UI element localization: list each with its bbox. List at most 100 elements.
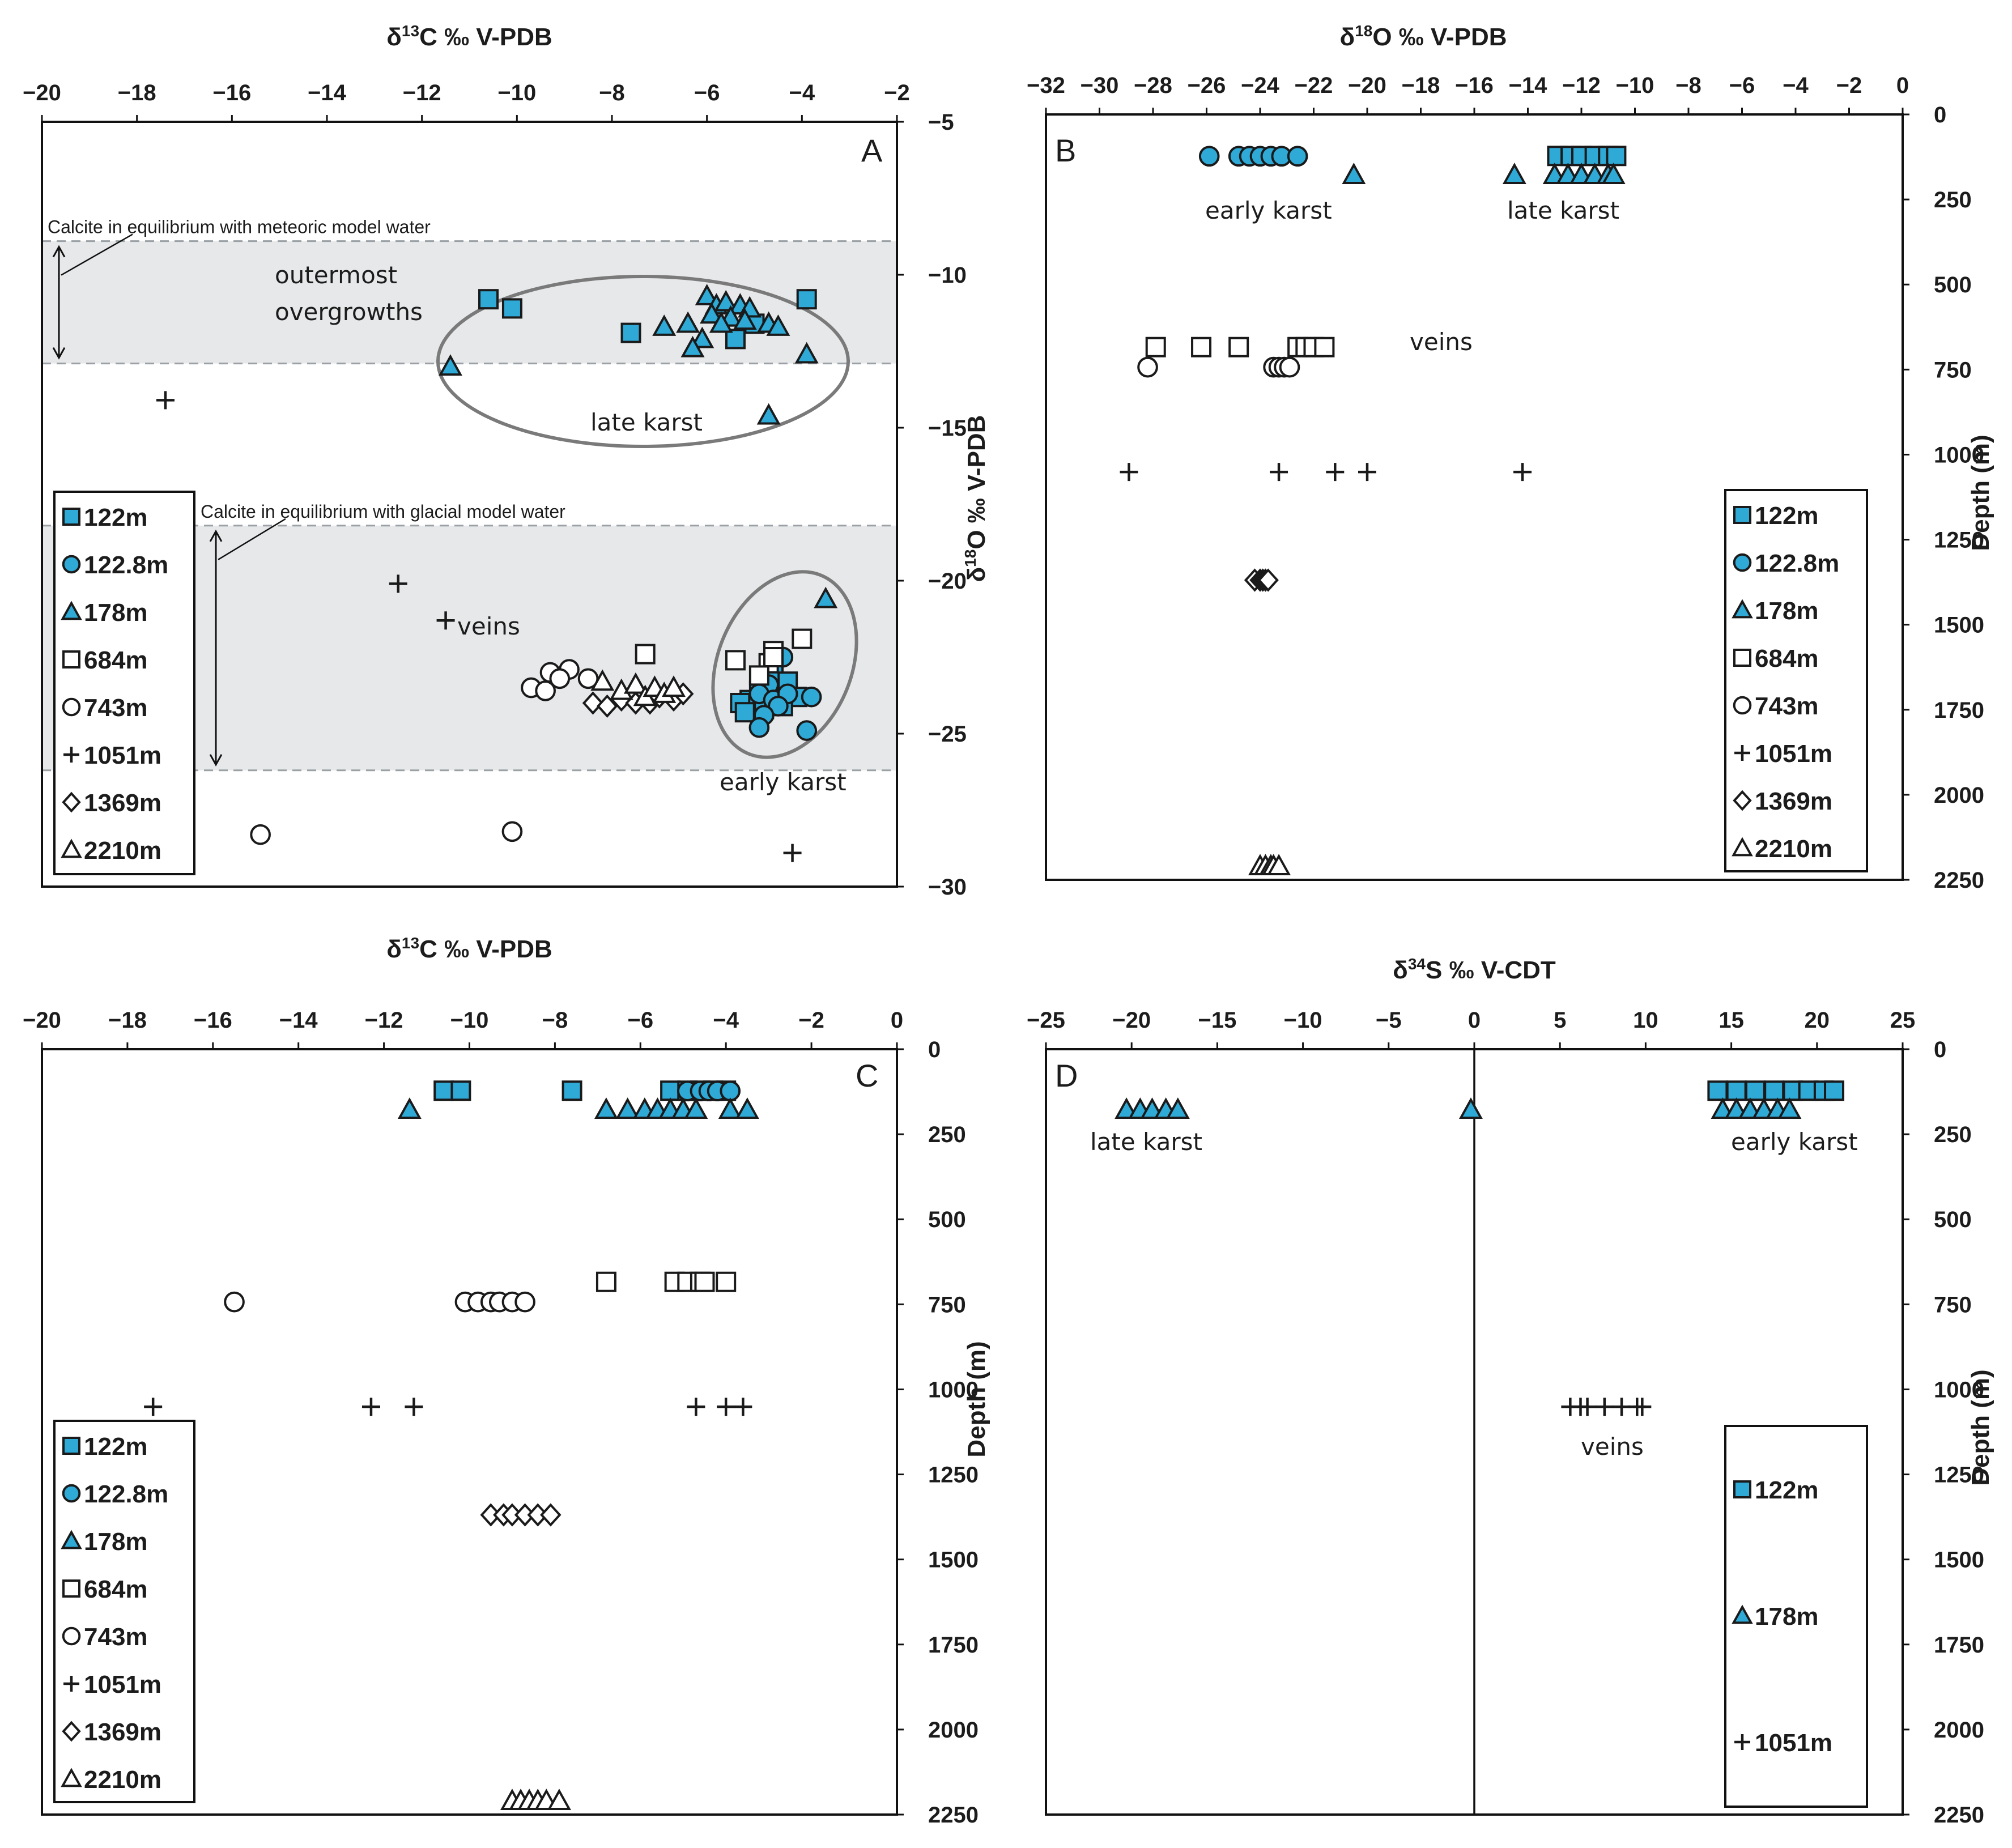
x-axis-title: δ18O ‰ V-PDB [1340, 22, 1507, 51]
x-tick-label: −26 [1188, 73, 1226, 98]
legend-marker [1734, 1734, 1750, 1750]
annotation-outermost: outermost [275, 261, 397, 289]
x-tick-label: 15 [1719, 1008, 1744, 1033]
data-point [361, 1398, 380, 1416]
data-point [1745, 1080, 1766, 1101]
legend-marker [62, 508, 80, 526]
legend-label: 122.8m [84, 1480, 168, 1508]
series-178m [1342, 163, 1626, 184]
data-point [661, 675, 686, 697]
y-tick-label: 500 [1934, 272, 1972, 297]
band-range-arrow [209, 529, 223, 767]
legend-box [53, 491, 195, 875]
x-tick-label: −4 [789, 80, 815, 105]
x-tick-label: −12 [365, 1008, 403, 1033]
x-tick-label: −16 [1455, 73, 1494, 98]
data-point [1270, 463, 1288, 482]
x-tick-label: −6 [694, 80, 720, 105]
y-tick-label: 1750 [1934, 698, 1984, 723]
data-point [1198, 146, 1220, 167]
y-tick-label: 1250 [928, 1463, 979, 1488]
data-point [1595, 1398, 1614, 1416]
data-point [596, 694, 618, 718]
x-tick-label: −6 [1729, 73, 1755, 98]
legend-label: 1051m [84, 742, 161, 769]
data-point [1267, 854, 1291, 876]
x-tick-label: −24 [1241, 73, 1280, 98]
y-tick-label: 1000 [1934, 1377, 1984, 1402]
x-tick-label: −10 [450, 1008, 489, 1033]
data-point [709, 311, 733, 333]
legend-label: 1369m [84, 789, 161, 817]
data-point [1513, 463, 1532, 482]
band-leader-line [218, 518, 286, 560]
x-tick-label: −25 [1027, 1008, 1065, 1033]
annotation-early-karst: early karst [720, 768, 847, 796]
legend-marker [62, 555, 81, 574]
x-axis-title: δ34S ‰ V-CDT [1393, 955, 1556, 984]
panel-letter: C [856, 1058, 878, 1093]
data-point [1707, 1080, 1728, 1101]
legend-marker [62, 1579, 80, 1598]
y-tick-label: 2000 [928, 1718, 979, 1743]
data-point [700, 302, 724, 324]
legend-marker [63, 747, 79, 763]
panel-letter: A [861, 133, 883, 168]
x-tick-label: −4 [1783, 73, 1809, 98]
legend-label: 743m [1755, 692, 1819, 720]
data-point [716, 1271, 737, 1292]
legend-label: 122m [1755, 502, 1819, 530]
legend-marker [1733, 553, 1752, 572]
data-point [652, 314, 677, 336]
legend-label: 2210m [84, 1766, 161, 1794]
y-tick-label: 1750 [1934, 1633, 1984, 1658]
data-point [535, 680, 556, 701]
legend-label: 178m [1755, 597, 1819, 625]
y-tick-label: 250 [928, 1122, 966, 1147]
x-tick-label: −14 [1509, 73, 1548, 98]
data-point [763, 647, 784, 667]
y-tick-label: 2000 [1934, 783, 1984, 808]
data-point [801, 686, 822, 708]
data-point [397, 1097, 422, 1119]
data-point [718, 1097, 742, 1119]
legend-marker [1734, 745, 1750, 761]
annotation-veins: veins [1581, 1433, 1644, 1460]
data-point [1777, 1097, 1802, 1119]
legend-marker [63, 1676, 79, 1692]
y-tick-label: 0 [928, 1037, 941, 1062]
legend-label: 684m [84, 1576, 148, 1603]
data-point [814, 586, 838, 608]
data-point [1578, 1398, 1597, 1416]
legend: 122m 122.8m 178m 684m 743m 1051m 1369m 2210m [53, 491, 195, 875]
data-point [1326, 463, 1345, 482]
data-point [720, 1080, 741, 1102]
legend-label: 2210m [84, 837, 161, 865]
y-tick-label: 2250 [928, 1803, 979, 1828]
legend-label: 178m [1755, 1603, 1819, 1630]
legend-label: 1051m [1755, 740, 1832, 768]
annotation-early-karst: early karst [1205, 197, 1332, 224]
data-point [680, 335, 705, 357]
early-karst-ellipse [711, 570, 858, 759]
legend-marker [62, 1626, 81, 1646]
y-axis-title: δ18O ‰ V-PDB [962, 415, 990, 582]
band-label: Calcite in equilibrium with glacial mode… [201, 501, 565, 522]
y-tick-label: −30 [928, 875, 967, 900]
data-point [783, 844, 802, 862]
data-point [1120, 463, 1138, 482]
legend-marker [1733, 1480, 1751, 1498]
data-point [514, 1291, 535, 1313]
y-tick-label: 2250 [1934, 1803, 1984, 1828]
data-point [1764, 1080, 1785, 1101]
data-point [676, 311, 700, 333]
panel-b: early karst late karst veins −32 −30 −28 −26 −2… [1027, 22, 1994, 893]
x-tick-label: −15 [1198, 1008, 1236, 1033]
legend-marker [1733, 506, 1751, 524]
y-tick-label: 750 [928, 1292, 966, 1317]
data-point [725, 329, 746, 350]
data-point [1606, 146, 1627, 167]
legend-marker [61, 601, 82, 620]
legend-marker [1733, 649, 1751, 667]
